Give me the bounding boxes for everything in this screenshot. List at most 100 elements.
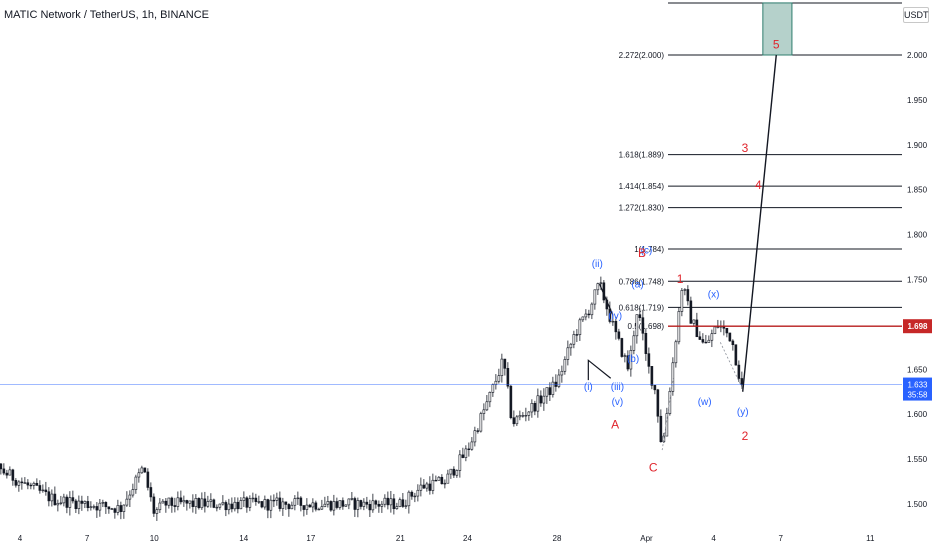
candle-body [323,503,327,508]
candle-body [155,509,159,514]
candle-body [584,313,588,318]
wave-labels: (i) (ii) (iii) (iv) (v) (a) (b) (c) (x) (w) (y) A B C… [584,38,780,475]
candle-body [101,502,105,504]
target-zone [762,2,793,56]
currency-unit-badge[interactable]: USDT [903,7,929,23]
price-tick-label: 1.500 [907,500,928,509]
candle-body [281,501,285,509]
candle-body [659,415,663,443]
candle-body [218,503,222,508]
candlestick-series [0,276,744,521]
candle-body [128,494,132,500]
candle-body [536,395,540,412]
candle-body [614,320,618,333]
wave-connector [587,359,612,381]
candle-body [269,499,273,511]
candle-body [389,498,393,506]
candle-body [341,500,345,507]
candle-body [407,491,411,507]
candle-body [2,468,6,474]
candle-body [644,332,648,354]
candle-body [326,501,330,505]
candle-body [557,374,561,387]
candle-body [506,368,510,387]
time-tick-label: 21 [396,534,405,543]
candle-body [104,502,108,508]
candle-body [62,496,66,504]
time-tick-label: 14 [239,534,248,543]
candle-body [662,435,666,443]
candle-body [137,472,141,478]
candle-body [20,481,24,484]
fib-level-label: 2.272(2.000) [619,51,665,60]
fibonacci-levels: 2.272(2.000) 1.618(1.889) 1.414(1.854) 1.27… [619,2,902,331]
candle-body [701,339,705,343]
time-tick-label: 7 [85,534,90,543]
candle-body [5,472,9,476]
time-tick-label: 4 [711,534,716,543]
candle-body [236,501,240,510]
candle-body [683,289,687,291]
candle-body [74,500,78,510]
candle-body [131,489,135,496]
candle-body [77,500,81,510]
candle-body [533,403,537,412]
candle-body [356,500,360,510]
fib-level-label: 1(1.784) [634,245,664,254]
candle-body [596,283,600,291]
candle-body [305,504,309,510]
candle-body [89,506,93,509]
time-axis[interactable]: 4 7 10 14 17 21 24 28 Apr 4 7 11 [0,527,902,550]
wave-label: (b) [627,354,639,365]
candle-body [425,483,429,489]
price-tick-label: 1.600 [907,410,928,419]
candle-body [377,503,381,507]
candle-body [332,501,336,511]
candle-body [107,506,111,510]
price-tick-label: 1.750 [907,276,928,285]
candle-body [581,316,585,321]
candle-body [383,497,387,505]
candle-body [242,497,246,501]
price-tick-label: 2.000 [907,51,928,60]
candle-body [509,385,513,419]
candle-body [692,319,696,324]
candle-body [413,495,417,498]
candle-body [338,500,342,508]
current-price-badge[interactable] [903,377,932,401]
candle-body [29,484,33,487]
candle-body [206,501,210,507]
candle-body [11,469,15,481]
candle-body [71,497,75,502]
projection-line [742,54,777,392]
candle-body [527,411,531,416]
candle-body [641,317,645,334]
candle-body [461,454,465,458]
candle-body [515,416,519,425]
candle-body [629,350,633,370]
candle-body [710,333,714,341]
wave-label: 2 [742,429,749,443]
candle-body [656,389,660,417]
candle-body [245,497,249,508]
price-axis[interactable]: 1.5001.5501.6001.6501.7001.7501.8001.850… [902,0,932,550]
fib-level-label: 1.414(1.854) [619,182,665,191]
wave-label: (iii) [611,382,624,393]
candle-body [590,303,594,316]
candle-body [302,505,306,510]
candle-body [59,502,63,504]
candle-body [617,331,621,339]
candle-body [23,482,27,484]
alert-price-badge[interactable] [903,319,932,334]
candle-body [200,498,204,509]
candle-body [647,353,651,367]
wave-label: (a) [631,280,643,291]
candle-body [623,355,627,357]
wave-label: (i) [584,382,593,393]
candle-body [476,430,480,432]
candle-body [347,498,351,506]
candle-body [638,314,642,319]
candle-body [563,359,567,372]
candle-body [440,476,444,485]
